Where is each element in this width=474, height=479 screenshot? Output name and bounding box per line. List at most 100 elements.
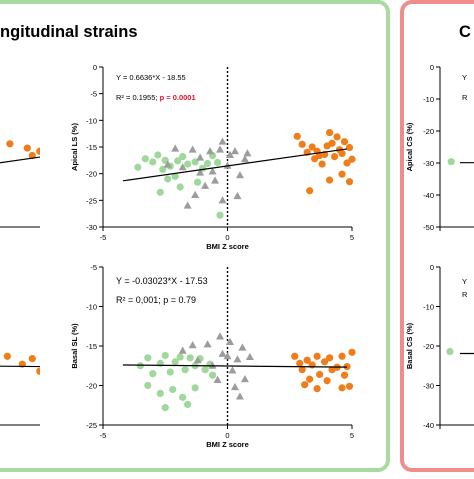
- data-point-triangle: [243, 149, 252, 157]
- r-squared-value: R: [462, 290, 468, 299]
- regression-equation: Y: [462, 277, 467, 286]
- data-point-circle: [134, 163, 142, 171]
- data-point-circle: [338, 384, 346, 392]
- data-point-circle: [338, 170, 346, 178]
- data-point-circle: [348, 348, 356, 356]
- data-point-circle: [51, 363, 58, 370]
- x-tick-label: 5: [350, 233, 354, 242]
- data-point-circle: [325, 129, 334, 137]
- data-point-triangle: [203, 340, 212, 348]
- data-point-circle: [291, 352, 299, 360]
- data-point-triangle: [218, 137, 227, 145]
- y-tick-label: -20: [423, 127, 434, 136]
- y-tick-label: -25: [86, 196, 97, 205]
- data-point-triangle: [188, 341, 197, 349]
- y-tick-label: -10: [423, 95, 434, 104]
- regression-line: [122, 364, 348, 368]
- y-tick-label: -20: [86, 170, 97, 179]
- data-point-triangle: [245, 352, 254, 361]
- data-point-circle: [293, 132, 301, 140]
- data-point-circle: [338, 352, 346, 360]
- data-point-triangle: [238, 343, 247, 351]
- y-tick-label: 0: [430, 63, 434, 72]
- data-point-triangle: [178, 163, 187, 171]
- data-point-triangle: [230, 382, 239, 391]
- y-tick-label: -20: [423, 342, 434, 351]
- y-tick-label: -30: [423, 159, 434, 168]
- data-point-circle: [321, 358, 329, 366]
- y-tick-label: 0: [93, 63, 97, 72]
- y-tick-label: -5: [90, 90, 97, 99]
- x-tick-label: 5: [350, 431, 354, 440]
- apical-cs-chart: 0 -10 -20 -30 -40 -50 Apical CS (%) Y R: [405, 63, 474, 232]
- y-axis-label: Basal CS (%): [405, 322, 414, 369]
- data-point-circle: [78, 160, 85, 167]
- data-point-triangle: [233, 191, 242, 200]
- data-point-circle: [330, 153, 339, 161]
- data-point-triangle: [213, 375, 222, 383]
- data-point-circle: [345, 143, 354, 152]
- data-point-circle: [306, 375, 314, 383]
- y-tick-label: -10: [86, 116, 97, 125]
- x-tick-label: -5: [100, 431, 107, 440]
- y-tick-label: -5: [90, 263, 97, 272]
- data-point-circle: [3, 352, 11, 360]
- data-point-triangle: [223, 161, 232, 169]
- y-tick-label: -40: [423, 191, 434, 200]
- data-point-circle: [201, 366, 209, 374]
- apical-ls-partial-chart: 5: [0, 140, 90, 228]
- data-point-triangle: [171, 144, 180, 152]
- data-point-triangle: [225, 337, 234, 346]
- r-squared-value: R² = 0.1955;: [116, 93, 160, 102]
- data-point-circle: [83, 395, 90, 402]
- data-point-circle: [213, 158, 222, 167]
- data-point-triangle: [240, 155, 249, 163]
- data-point-triangle: [218, 349, 227, 357]
- r-squared-label: R² = 0,001; p = 0.79: [116, 295, 196, 305]
- data-point-circle: [156, 188, 164, 196]
- regression-equation: Y = -0.03023*X - 17.53: [116, 276, 208, 286]
- data-point-circle: [194, 178, 202, 186]
- data-point-circle: [96, 369, 103, 376]
- y-tick-label: -40: [423, 421, 434, 430]
- r-squared-label: R² = 0.1955; p = 0.0001: [116, 93, 196, 102]
- data-point-circle: [61, 145, 68, 152]
- y-tick-label: -10: [423, 303, 434, 312]
- data-point-circle: [308, 361, 316, 369]
- data-point-circle: [203, 159, 212, 168]
- data-point-circle: [184, 400, 192, 409]
- data-point-triangle: [228, 366, 237, 374]
- data-point-triangle: [233, 355, 242, 363]
- r-squared-value: R² = 0,001; p = 0.79: [116, 295, 196, 305]
- data-point-triangle: [235, 171, 244, 179]
- data-point-triangle: [208, 167, 217, 175]
- data-point-circle: [74, 371, 81, 378]
- data-point-circle: [144, 354, 152, 362]
- data-point-triangle: [216, 145, 225, 153]
- data-point-circle: [161, 351, 169, 360]
- y-tick-label: -15: [86, 143, 97, 152]
- data-point-triangle: [193, 356, 202, 364]
- left-panel-title: ngitudinal strains: [0, 23, 138, 41]
- regression-equation: Y = 0.6636*X - 18.55: [116, 73, 186, 82]
- x-axis-label: BMI Z score: [206, 242, 249, 251]
- data-point-circle: [156, 389, 164, 397]
- data-point-circle: [169, 385, 177, 394]
- data-point-circle: [166, 368, 174, 376]
- x-tick-label: 0: [225, 233, 229, 242]
- x-tick-label: 0: [225, 431, 229, 440]
- data-point-circle: [323, 377, 331, 385]
- data-point-circle: [59, 356, 66, 363]
- basal-sl-partial-chart: 5: [0, 352, 103, 426]
- data-point-circle: [171, 358, 179, 366]
- data-point-circle: [181, 366, 189, 374]
- data-point-circle: [343, 159, 351, 167]
- data-point-circle: [83, 155, 90, 162]
- data-point-circle: [56, 379, 63, 386]
- y-tick-label: 0: [430, 263, 434, 272]
- data-point-circle: [345, 178, 354, 186]
- data-point-circle: [216, 211, 224, 219]
- data-point-triangle: [191, 190, 200, 198]
- data-point-circle: [348, 155, 356, 163]
